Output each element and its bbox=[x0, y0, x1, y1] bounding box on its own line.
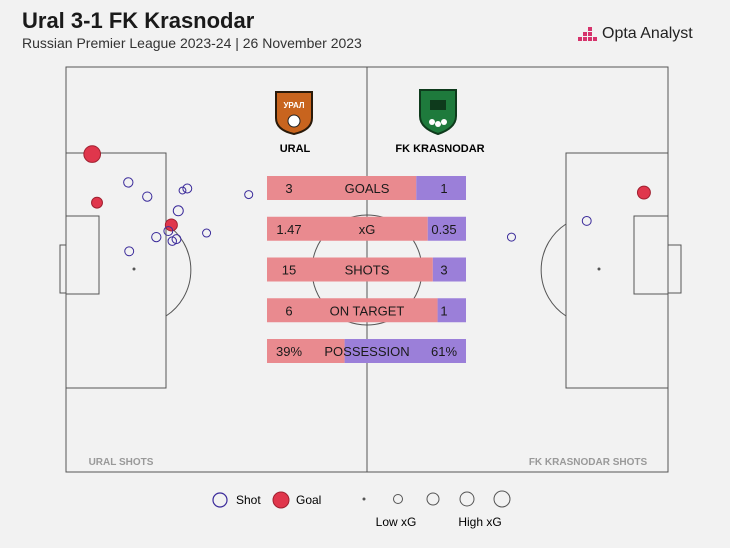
home-shot-marker bbox=[123, 177, 134, 188]
shot-map bbox=[83, 145, 651, 257]
right-penalty-spot bbox=[597, 267, 601, 271]
home-shot-marker bbox=[178, 186, 187, 195]
value-home-shots: 15 bbox=[282, 263, 296, 278]
bar-home-xg bbox=[267, 216, 428, 241]
legend-xg-size-5 bbox=[493, 490, 511, 508]
label-goals: GOALS bbox=[345, 181, 390, 196]
label-shots: SHOTS bbox=[345, 263, 390, 278]
right-penalty-area bbox=[565, 152, 669, 389]
legend-high-xg-label: High xG bbox=[458, 515, 501, 529]
away-team-name: FK KRASNODAR bbox=[395, 143, 484, 155]
right-goal bbox=[667, 244, 682, 294]
bar-home-possession bbox=[267, 339, 345, 363]
legend-low-xg-label: Low xG bbox=[376, 515, 417, 529]
label-xg: xG bbox=[359, 222, 376, 237]
bar-away-possession bbox=[344, 339, 466, 363]
away-shot-marker bbox=[506, 232, 516, 242]
away-goal-marker bbox=[636, 185, 651, 200]
legend-xg-size-4 bbox=[459, 491, 475, 507]
value-away-goals: 1 bbox=[440, 181, 447, 196]
legend-shot-marker bbox=[212, 492, 228, 508]
legend-xg-size-3 bbox=[426, 492, 440, 506]
brand-name: Opta Analyst bbox=[602, 25, 693, 42]
bar-away-goals bbox=[416, 176, 466, 200]
home-shot-marker bbox=[124, 246, 135, 257]
away-shot-marker bbox=[581, 215, 592, 226]
away-shots-label: FK KRASNODAR SHOTS bbox=[529, 457, 648, 468]
bar-away-on-target bbox=[437, 298, 466, 323]
brand-logo: Opta Analyst bbox=[576, 22, 693, 46]
bar-home-on-target bbox=[267, 298, 438, 323]
home-shot-marker bbox=[142, 191, 153, 202]
legend-xg-size-1 bbox=[362, 497, 366, 501]
right-six-yard-box bbox=[633, 215, 669, 295]
value-away-on-target: 1 bbox=[440, 303, 447, 318]
legend-goal-label: Goal bbox=[296, 493, 321, 507]
left-goal bbox=[59, 244, 67, 294]
page-title: Ural 3-1 FK Krasnodar bbox=[22, 8, 255, 33]
label-possession: POSSESSION bbox=[324, 344, 409, 359]
value-home-xg: 1.47 bbox=[276, 222, 301, 237]
home-shot-marker bbox=[244, 190, 254, 200]
svg-text:УРАЛ: УРАЛ bbox=[283, 101, 304, 110]
left-penalty-arc bbox=[165, 223, 192, 317]
opta-logo-icon bbox=[578, 27, 597, 41]
home-shot-marker bbox=[151, 231, 162, 243]
legend-goal-marker bbox=[272, 491, 290, 509]
value-home-possession: 39% bbox=[276, 344, 302, 359]
bar-away-shots bbox=[432, 257, 466, 282]
home-shot-marker bbox=[182, 183, 193, 194]
value-away-shots: 3 bbox=[440, 263, 447, 278]
value-away-possession: 61% bbox=[431, 344, 457, 359]
home-shot-marker bbox=[163, 226, 174, 236]
left-penalty-spot bbox=[132, 267, 136, 271]
legend-xg-size-2 bbox=[393, 494, 403, 504]
home-goal-marker bbox=[164, 218, 178, 232]
home-goal-marker bbox=[83, 145, 102, 163]
bar-home-goals bbox=[267, 176, 417, 200]
home-shot-marker bbox=[167, 236, 177, 246]
left-penalty-area bbox=[65, 152, 167, 389]
page-subtitle: Russian Premier League 2023-24 | 26 Nove… bbox=[22, 35, 362, 51]
label-on-target: ON TARGET bbox=[330, 303, 405, 318]
right-penalty-arc bbox=[540, 223, 567, 317]
legend-shot-label: Shot bbox=[236, 493, 261, 507]
stat-bars: 3 1 GOALS 1.47 0.35 xG 15 3 SHOTS 6 1 ON TARGET 39% 6… bbox=[267, 176, 466, 363]
home-shot-marker bbox=[171, 234, 182, 245]
value-away-xg: 0.35 bbox=[431, 222, 456, 237]
left-six-yard-box bbox=[65, 215, 100, 295]
value-home-goals: 3 bbox=[285, 181, 292, 196]
home-shot-marker bbox=[172, 205, 184, 217]
home-team-name: URAL bbox=[280, 143, 311, 155]
bar-home-shots bbox=[267, 257, 433, 282]
legend: Shot Goal Low xG High xG bbox=[212, 490, 511, 529]
value-home-on-target: 6 bbox=[285, 303, 292, 318]
home-shot-marker bbox=[202, 228, 212, 238]
home-goal-marker bbox=[91, 196, 103, 209]
ural-crest-icon: УРАЛ bbox=[275, 91, 313, 136]
krasnodar-crest-icon bbox=[419, 89, 457, 136]
bar-away-xg bbox=[427, 216, 466, 241]
home-shots-label: URAL SHOTS bbox=[89, 457, 154, 468]
